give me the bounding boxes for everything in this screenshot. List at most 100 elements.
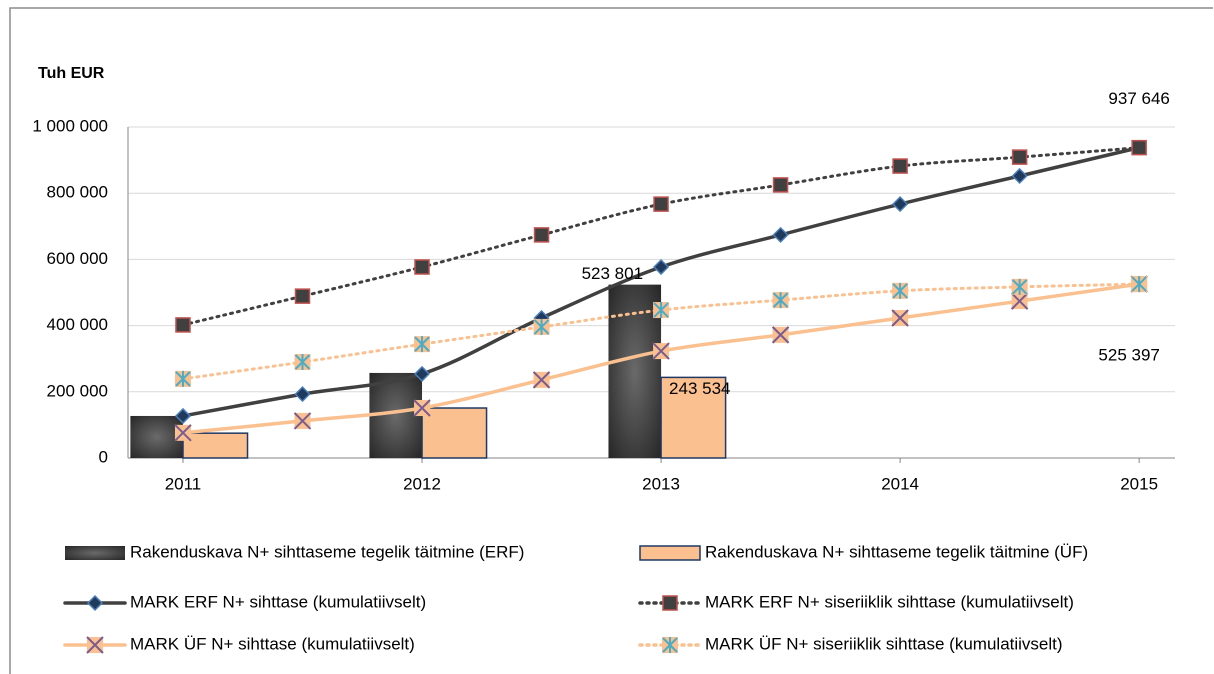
marker — [294, 288, 311, 304]
bar — [660, 376, 727, 459]
marker — [175, 317, 191, 333]
diamond — [653, 258, 670, 276]
data-label: 525 397 — [1098, 346, 1159, 365]
star-cross — [1131, 276, 1147, 293]
marker — [653, 302, 670, 319]
marker — [533, 227, 550, 243]
star-cross — [662, 637, 678, 653]
data-label: 243 534 — [669, 379, 730, 398]
x-tick-label: 2014 — [881, 474, 919, 493]
marker — [771, 326, 790, 344]
marker — [892, 196, 909, 213]
star-cross — [414, 336, 430, 353]
marker — [1011, 149, 1028, 165]
x-tick-label: 2013 — [642, 474, 680, 493]
legend-marker — [86, 594, 104, 612]
bar — [421, 407, 488, 459]
y-tick-label: 400 000 — [47, 315, 108, 334]
x-tick-label: 2015 — [1120, 474, 1158, 493]
marker — [891, 309, 909, 327]
x-cross — [652, 342, 670, 360]
marker — [174, 424, 192, 442]
legend-label: MARK ERF N+ sihttase (kumulatiivselt) — [130, 592, 426, 611]
legend-label: MARK ERF N+ siseriiklik sihttase (kumula… — [705, 592, 1074, 611]
x-tick-label: 2011 — [165, 474, 202, 493]
legend-marker — [662, 595, 678, 611]
marker — [892, 158, 908, 174]
marker — [413, 399, 431, 417]
x-cross — [771, 326, 790, 344]
star-cross — [1011, 278, 1028, 295]
y-tick-label: 800 000 — [47, 183, 108, 202]
y-tick-label: 200 000 — [47, 381, 108, 400]
diamond — [772, 226, 789, 243]
square — [533, 227, 550, 243]
data-label: 937 646 — [1108, 89, 1169, 108]
diamond — [892, 196, 909, 213]
diamond — [1011, 167, 1028, 185]
marker — [1010, 292, 1029, 310]
x-tick-label: 2012 — [403, 474, 441, 493]
marker — [772, 292, 789, 309]
legend-marker — [662, 637, 678, 653]
marker — [1011, 167, 1028, 185]
marker — [892, 282, 909, 299]
diamond — [174, 407, 192, 425]
square — [294, 288, 311, 304]
x-cross — [86, 636, 104, 654]
marker — [533, 318, 550, 335]
square — [414, 259, 430, 275]
y-tick-label: 1 000 000 — [32, 116, 108, 135]
marker — [532, 371, 551, 389]
marker — [653, 258, 670, 276]
square — [662, 595, 678, 611]
marker — [293, 412, 312, 430]
marker — [413, 365, 431, 382]
legend-label: Rakenduskava N+ sihttaseme tegelik täitm… — [705, 542, 1088, 561]
legend-marker — [86, 636, 104, 654]
x-cross — [293, 412, 312, 430]
x-cross — [891, 309, 909, 327]
marker — [1011, 278, 1028, 295]
x-cross — [174, 424, 192, 442]
x-cross — [1010, 292, 1029, 310]
legend-label: MARK ÜF N+ sihttase (kumulatiivselt) — [130, 634, 415, 653]
legend-label: MARK ÜF N+ siseriiklik sihttase (kumulat… — [705, 634, 1063, 653]
bar — [130, 415, 183, 458]
marker — [414, 336, 431, 353]
marker — [294, 354, 311, 371]
star-cross — [892, 282, 908, 299]
marker — [652, 342, 670, 360]
square — [1131, 139, 1147, 156]
marker — [174, 407, 192, 425]
marker — [653, 196, 669, 212]
marker — [772, 226, 789, 243]
marker — [1131, 276, 1148, 293]
marker — [294, 386, 311, 403]
diamond — [86, 594, 104, 612]
diamond — [294, 386, 311, 403]
square — [653, 196, 669, 212]
diamond — [413, 365, 431, 382]
bar — [182, 432, 249, 459]
star-cross — [533, 318, 550, 335]
square — [175, 317, 191, 333]
legend-swatch — [65, 546, 125, 560]
star-cross — [653, 302, 669, 319]
star-cross — [175, 370, 191, 387]
marker — [174, 370, 191, 387]
y-tick-label: 0 — [99, 447, 108, 466]
chart-frame — [9, 7, 1213, 674]
y-tick-label: 600 000 — [47, 249, 108, 268]
square — [892, 158, 908, 174]
legend-swatch — [639, 545, 701, 561]
star-cross — [772, 292, 789, 309]
y-axis-label: Tuh EUR — [38, 65, 105, 82]
marker — [1131, 139, 1147, 156]
square — [772, 177, 789, 193]
x-cross — [413, 399, 431, 417]
square — [1011, 149, 1028, 165]
star-cross — [294, 354, 311, 371]
marker — [414, 259, 430, 275]
